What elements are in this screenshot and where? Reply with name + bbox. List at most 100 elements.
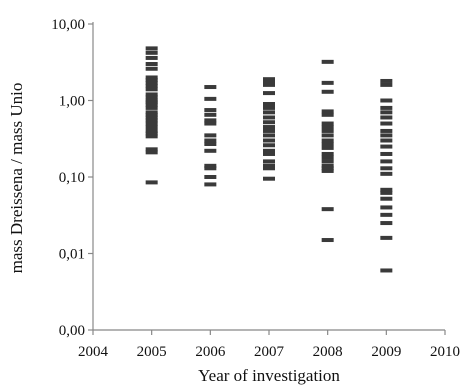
data-point — [321, 145, 334, 150]
data-point — [145, 80, 158, 85]
data-point — [204, 121, 217, 126]
data-point — [204, 142, 217, 147]
data-point — [321, 155, 334, 160]
data-point — [380, 105, 393, 110]
data-point — [321, 112, 334, 117]
data-point — [321, 166, 334, 171]
data-point — [145, 78, 158, 83]
data-point — [380, 128, 393, 133]
data-point — [380, 190, 393, 195]
data-point — [321, 59, 334, 64]
y-tick-label: 10,00 — [51, 17, 85, 33]
data-point — [380, 235, 393, 240]
data-point — [380, 82, 393, 87]
data-point — [263, 79, 275, 84]
data-point — [380, 78, 393, 83]
data-point — [263, 133, 275, 138]
y-ticks: 0,00 0,01 0,10 1,00 10,00 — [51, 17, 93, 339]
data-point — [145, 134, 158, 139]
data-point — [204, 133, 217, 138]
data-point — [204, 108, 217, 113]
x-tick-label: 2009 — [371, 344, 401, 360]
data-point — [380, 121, 393, 126]
data-point — [321, 121, 334, 126]
data-point — [263, 128, 275, 133]
data-point — [321, 128, 334, 133]
data-point — [204, 112, 217, 117]
x-tick-label: 2007 — [254, 344, 285, 360]
data-point — [145, 102, 158, 107]
data-point — [263, 77, 275, 82]
data-point — [380, 144, 393, 149]
data-point — [145, 55, 158, 60]
y-tick-label: 0,10 — [59, 170, 85, 186]
x-ticks: 2004 2005 2006 2007 2008 2009 2010 — [78, 330, 460, 360]
y-tick-label: 0,00 — [59, 323, 85, 339]
data-point — [145, 87, 158, 92]
data-point — [380, 196, 393, 201]
data-point — [204, 166, 217, 171]
data-point — [145, 112, 158, 117]
data-point — [380, 268, 393, 273]
data-point — [145, 83, 158, 88]
data-point — [321, 80, 334, 85]
data-point — [263, 82, 275, 87]
data-point — [145, 105, 158, 110]
data-point — [263, 115, 275, 120]
data-marks — [145, 46, 393, 273]
data-point — [145, 115, 158, 120]
data-point — [380, 171, 393, 176]
data-point — [263, 105, 275, 110]
data-point — [145, 62, 158, 67]
data-point — [204, 175, 217, 179]
data-point — [263, 102, 275, 107]
data-point — [263, 91, 275, 96]
data-point — [263, 148, 275, 153]
data-point — [263, 143, 275, 148]
y-tick-label: 1,00 — [59, 94, 85, 110]
data-point — [321, 138, 334, 143]
data-point — [204, 85, 217, 90]
data-point — [145, 125, 158, 130]
data-point — [204, 163, 217, 168]
data-point — [263, 166, 275, 171]
data-point — [321, 89, 334, 94]
data-point — [145, 75, 158, 80]
data-point — [321, 133, 334, 138]
data-point — [380, 159, 393, 164]
data-point — [145, 121, 158, 126]
data-point — [145, 118, 158, 123]
data-point — [145, 100, 158, 105]
data-point — [380, 187, 393, 192]
data-point — [204, 96, 217, 101]
data-point — [145, 92, 158, 97]
data-point — [145, 131, 158, 136]
data-point — [321, 163, 334, 168]
data-point — [263, 151, 275, 156]
y-tick-label: 0,01 — [59, 247, 85, 263]
data-point — [380, 151, 393, 156]
x-tick-label: 2005 — [137, 344, 167, 360]
data-point — [321, 168, 334, 173]
data-point — [145, 66, 158, 71]
data-point — [321, 207, 334, 212]
x-tick-label: 2006 — [195, 344, 226, 360]
data-point — [321, 238, 334, 243]
data-point — [321, 125, 334, 130]
data-point — [321, 142, 334, 147]
data-point — [380, 98, 393, 103]
data-point — [204, 182, 217, 187]
data-point — [263, 159, 275, 164]
data-point — [263, 110, 275, 115]
y-axis-title: mass Dreissena / mass Unio — [7, 83, 26, 274]
data-point — [380, 166, 393, 171]
data-point — [380, 115, 393, 120]
data-point — [145, 50, 158, 55]
data-point — [204, 118, 217, 123]
data-point — [145, 46, 158, 51]
data-point — [380, 205, 393, 210]
data-point — [263, 125, 275, 130]
data-point — [380, 138, 393, 143]
x-tick-label: 2010 — [430, 344, 460, 360]
